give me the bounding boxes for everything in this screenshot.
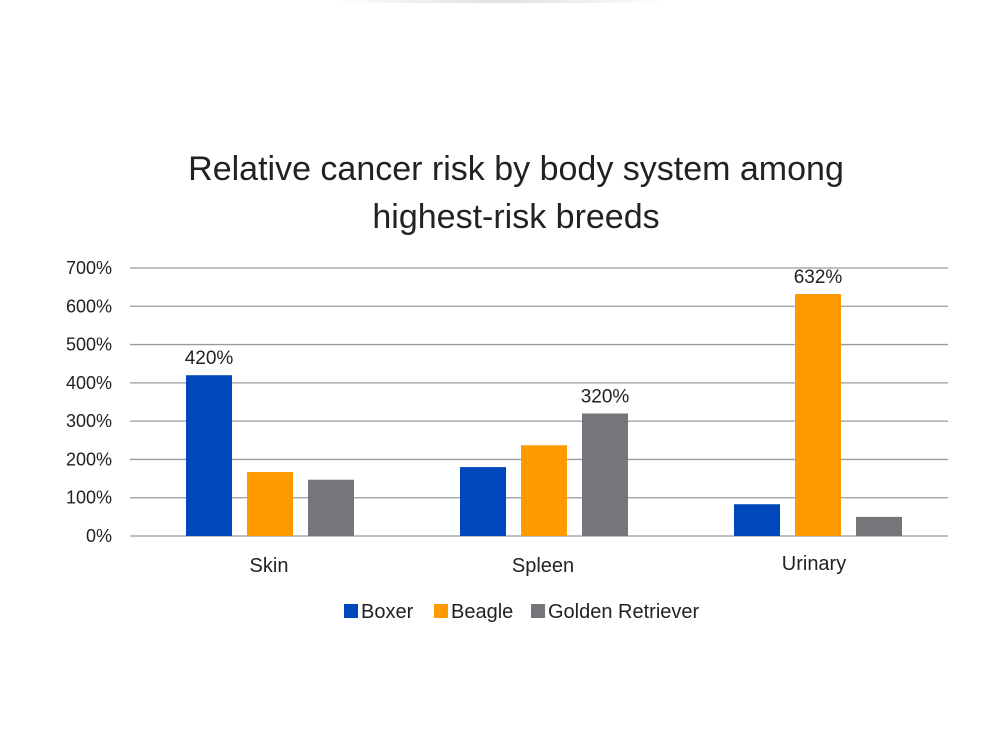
bar-boxer-urinary	[734, 504, 780, 536]
bar-boxer-skin	[186, 375, 232, 536]
bar-golden-retriever-urinary	[856, 516, 902, 536]
category-label-skin: Skin	[250, 555, 289, 577]
category-label-spleen: Spleen	[512, 555, 574, 577]
y-tick-label: 300%	[66, 411, 112, 431]
bars	[186, 294, 902, 536]
chart-title: Relative cancer risk by body system amon…	[188, 150, 844, 236]
legend-label-boxer: Boxer	[361, 601, 414, 623]
x-axis-categories: Skin Spleen Urinary	[250, 553, 847, 577]
legend-label-beagle: Beagle	[451, 601, 513, 623]
bar-golden-retriever-skin	[308, 479, 354, 536]
y-tick-label: 0%	[86, 526, 112, 546]
legend-label-golden-retriever: Golden Retriever	[548, 601, 700, 623]
bar-beagle-spleen	[521, 445, 567, 536]
bar-boxer-spleen	[460, 467, 506, 536]
top-edge-shadow	[330, 0, 670, 3]
data-label: 632%	[794, 267, 843, 288]
category-label-urinary: Urinary	[782, 553, 846, 575]
bar-beagle-urinary	[795, 294, 841, 536]
y-tick-label: 600%	[66, 296, 112, 316]
chart-title-line-2: highest-risk breeds	[372, 198, 659, 236]
data-labels: 420% 320% 632%	[185, 267, 843, 407]
y-tick-label: 700%	[66, 258, 112, 278]
legend: Boxer Beagle Golden Retriever	[344, 601, 700, 623]
y-axis-ticks: 0% 100% 200% 300% 400% 500% 600% 700%	[66, 258, 112, 546]
data-label: 420%	[185, 348, 234, 369]
bar-beagle-skin	[247, 472, 293, 536]
legend-swatch-boxer	[344, 604, 358, 618]
chart-title-line-1: Relative cancer risk by body system amon…	[188, 150, 844, 188]
y-tick-label: 100%	[66, 488, 112, 508]
bar-golden-retriever-spleen	[582, 413, 628, 536]
data-label: 320%	[581, 386, 630, 407]
y-tick-label: 400%	[66, 373, 112, 393]
legend-swatch-beagle	[434, 604, 448, 618]
y-tick-label: 500%	[66, 335, 112, 355]
legend-swatch-golden-retriever	[531, 604, 545, 618]
y-tick-label: 200%	[66, 449, 112, 469]
